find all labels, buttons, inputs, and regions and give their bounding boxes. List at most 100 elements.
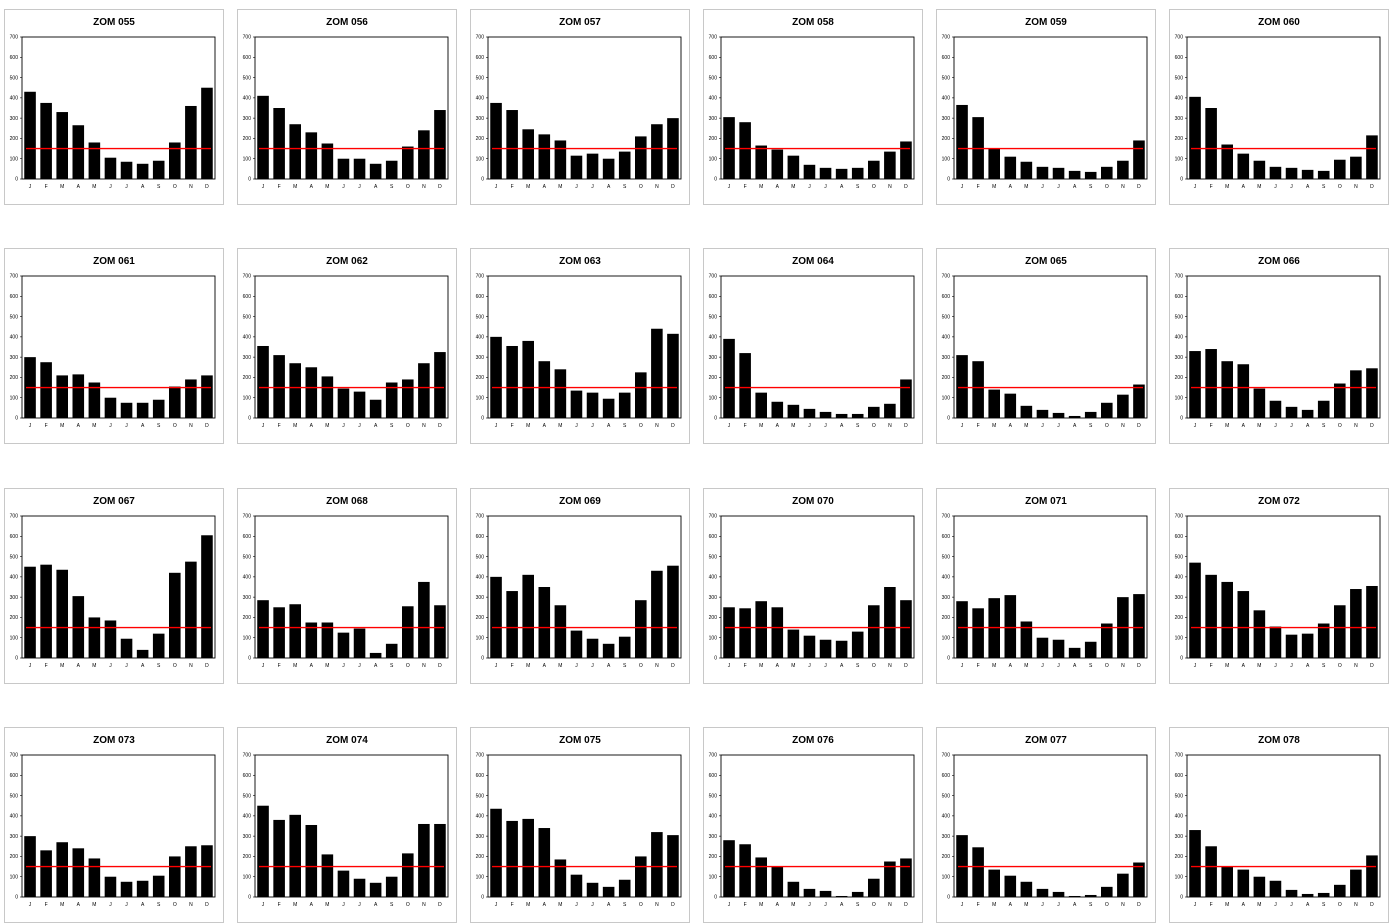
y-tick-label: 300 <box>476 595 485 601</box>
bar <box>667 565 679 658</box>
bar <box>586 392 599 418</box>
y-tick-label: 300 <box>243 116 252 122</box>
chart-title: ZOM 075 <box>559 735 601 746</box>
bar <box>1020 405 1033 418</box>
bar <box>152 633 165 658</box>
bar <box>152 875 165 897</box>
bar <box>1350 869 1362 897</box>
x-tick-label: J <box>29 184 32 190</box>
x-tick-label: A <box>840 663 844 669</box>
y-tick-label: 600 <box>10 55 19 61</box>
bar <box>835 168 848 179</box>
x-tick-label: A <box>776 663 780 669</box>
y-tick-label: 200 <box>942 854 951 860</box>
y-tick-label: 700 <box>1175 274 1184 280</box>
y-tick-label: 0 <box>15 895 18 901</box>
x-tick-label: A <box>840 423 844 429</box>
bar <box>185 846 197 897</box>
x-tick-label: D <box>1137 423 1141 429</box>
chart-title: ZOM 067 <box>93 496 135 507</box>
bar <box>1068 170 1081 179</box>
x-tick-label: J <box>125 184 128 190</box>
y-tick-label: 700 <box>709 35 718 41</box>
bar <box>522 129 534 179</box>
x-tick-label: O <box>1105 423 1109 429</box>
x-tick-label: D <box>205 423 209 429</box>
bar <box>40 850 52 897</box>
x-tick-label: J <box>495 902 498 908</box>
x-tick-label: N <box>655 902 659 908</box>
x-tick-label: M <box>791 423 795 429</box>
x-tick-label: A <box>141 184 145 190</box>
plot-frame <box>1186 515 1381 659</box>
chart-svg: ZOM 070 0 100 200 300 400 500 600 700 J F M A M J J A S O N… <box>709 496 915 669</box>
chart-title: ZOM 064 <box>792 256 834 267</box>
x-tick-label: M <box>92 423 96 429</box>
x-tick-label: N <box>189 902 193 908</box>
x-tick-label: M <box>558 423 562 429</box>
bar <box>755 601 767 658</box>
x-tick-label: A <box>543 184 547 190</box>
x-tick-label: F <box>744 423 747 429</box>
bar <box>434 110 446 179</box>
x-tick-label: O <box>872 663 876 669</box>
bar <box>538 828 551 897</box>
x-tick-label: S <box>623 663 627 669</box>
bar <box>851 631 864 658</box>
y-tick-label: 100 <box>942 635 951 641</box>
bar <box>1366 585 1378 658</box>
x-tick-label: S <box>157 902 161 908</box>
bar <box>1285 634 1298 658</box>
bar <box>1036 409 1049 418</box>
y-tick-label: 200 <box>942 136 951 142</box>
chart-svg: ZOM 069 0 100 200 300 400 500 600 700 J F M A M J J A S O N… <box>476 496 682 669</box>
y-tick-label: 700 <box>476 35 485 41</box>
chart-panel: ZOM 059 0 100 200 300 400 500 600 700 J F M A M J J A S O N… <box>936 9 1156 205</box>
bar <box>1052 412 1065 418</box>
y-tick-label: 100 <box>243 395 252 401</box>
x-tick-label: D <box>438 663 442 669</box>
bar <box>803 408 816 418</box>
bar <box>739 353 751 418</box>
x-tick-label: A <box>543 423 547 429</box>
bar <box>739 122 751 179</box>
chart-svg: ZOM 056 0 100 200 300 400 500 600 700 J F M A M J J A S O N… <box>243 17 449 190</box>
y-tick-label: 100 <box>1175 874 1184 880</box>
bar <box>651 124 663 179</box>
y-tick-label: 100 <box>709 395 718 401</box>
plot-frame <box>21 515 216 659</box>
y-tick-label: 200 <box>1175 375 1184 381</box>
bar <box>1221 581 1233 658</box>
bar <box>490 102 502 179</box>
x-tick-label: D <box>904 423 908 429</box>
x-tick-label: J <box>1041 423 1044 429</box>
chart-title: ZOM 061 <box>93 256 135 267</box>
bar <box>120 161 133 179</box>
y-tick-label: 700 <box>243 514 252 520</box>
bar <box>570 390 583 418</box>
bar <box>819 167 832 179</box>
chart-title: ZOM 074 <box>326 735 368 746</box>
bar <box>819 890 832 897</box>
bar <box>273 819 285 897</box>
bar <box>1205 846 1217 897</box>
chart-title: ZOM 072 <box>1258 496 1300 507</box>
bar <box>586 882 599 897</box>
x-tick-label: F <box>1210 902 1213 908</box>
x-tick-label: A <box>1073 902 1077 908</box>
x-tick-label: O <box>173 184 177 190</box>
x-tick-label: M <box>791 663 795 669</box>
bar <box>618 151 631 179</box>
plot-frame <box>487 36 682 180</box>
bar <box>1285 889 1298 897</box>
x-tick-label: A <box>1073 423 1077 429</box>
bar <box>490 576 502 658</box>
bar <box>1189 562 1201 658</box>
x-tick-label: F <box>744 902 747 908</box>
plot-frame <box>720 275 915 419</box>
y-tick-label: 700 <box>243 274 252 280</box>
bar <box>851 167 864 179</box>
bar <box>152 160 165 179</box>
bar <box>201 375 213 418</box>
y-tick-label: 400 <box>709 96 718 102</box>
